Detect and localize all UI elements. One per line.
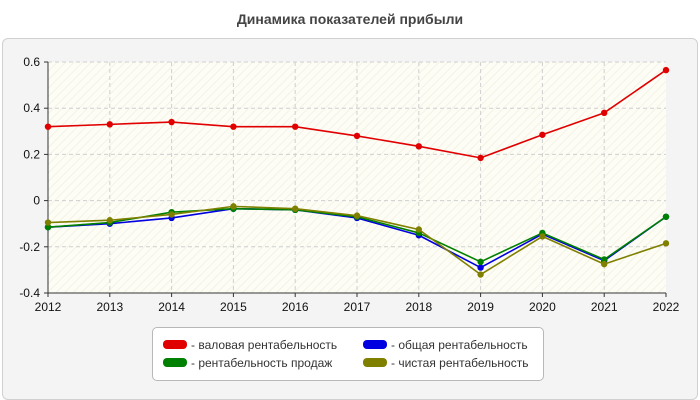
x-tick-label: 2022	[653, 300, 680, 314]
data-point	[44, 219, 52, 226]
x-tick-label: 2019	[467, 300, 494, 314]
legend-swatch-sales	[163, 358, 187, 367]
data-point	[106, 217, 114, 224]
series-3	[44, 203, 670, 278]
legend-label-overall: - общая рентабельность	[391, 338, 528, 352]
x-tick-label: 2012	[35, 300, 62, 314]
data-point	[477, 271, 484, 278]
data-point	[662, 66, 670, 74]
data-point	[539, 233, 546, 240]
x-tick-label: 2016	[282, 300, 309, 314]
data-point	[415, 226, 422, 233]
x-tick-label: 2018	[405, 300, 432, 314]
x-tick-label: 2021	[591, 300, 618, 314]
x-tick-label: 2017	[344, 300, 371, 314]
data-point	[662, 213, 670, 220]
legend-label-net: - чистая рентабельность	[391, 356, 529, 370]
data-point	[477, 258, 484, 266]
x-tick-label: 2015	[220, 300, 247, 314]
x-tick-label: 2014	[158, 300, 185, 314]
data-point	[230, 123, 237, 130]
chart-legend: - валовая рентабельность - общая рентабе…	[152, 327, 544, 381]
data-point	[292, 205, 299, 212]
legend-label-sales: - рентабельность продаж	[191, 356, 333, 370]
y-tick-label: -0.2	[19, 240, 40, 254]
y-tick-label: -0.4	[19, 286, 40, 300]
data-point	[601, 109, 608, 117]
y-tick-label: 0.4	[23, 101, 40, 115]
data-point	[44, 123, 52, 130]
data-point	[230, 203, 237, 210]
legend-swatch-net	[363, 358, 387, 367]
data-point	[168, 118, 175, 126]
data-point	[292, 123, 299, 130]
data-point	[601, 260, 608, 268]
x-tick-label: 2020	[529, 300, 556, 314]
legend-label-gross: - валовая рентабельность	[191, 338, 338, 352]
data-point	[662, 240, 670, 247]
data-point	[601, 256, 608, 263]
data-point	[477, 264, 484, 271]
chart-title: Динамика показателей прибыли	[236, 11, 464, 27]
x-tick-label: 2013	[96, 300, 123, 314]
data-point	[539, 131, 546, 138]
data-point	[415, 143, 422, 150]
series-0	[44, 66, 670, 162]
data-point	[44, 223, 52, 231]
data-point	[477, 154, 484, 162]
data-point	[353, 132, 361, 140]
data-point	[353, 212, 361, 219]
legend-swatch-gross	[163, 340, 187, 349]
data-point	[168, 211, 175, 218]
y-tick-label: 0	[33, 194, 40, 208]
legend-swatch-overall	[363, 340, 387, 349]
y-tick-label: 0.6	[23, 55, 40, 69]
data-point	[106, 121, 114, 128]
y-tick-label: 0.2	[23, 147, 40, 161]
